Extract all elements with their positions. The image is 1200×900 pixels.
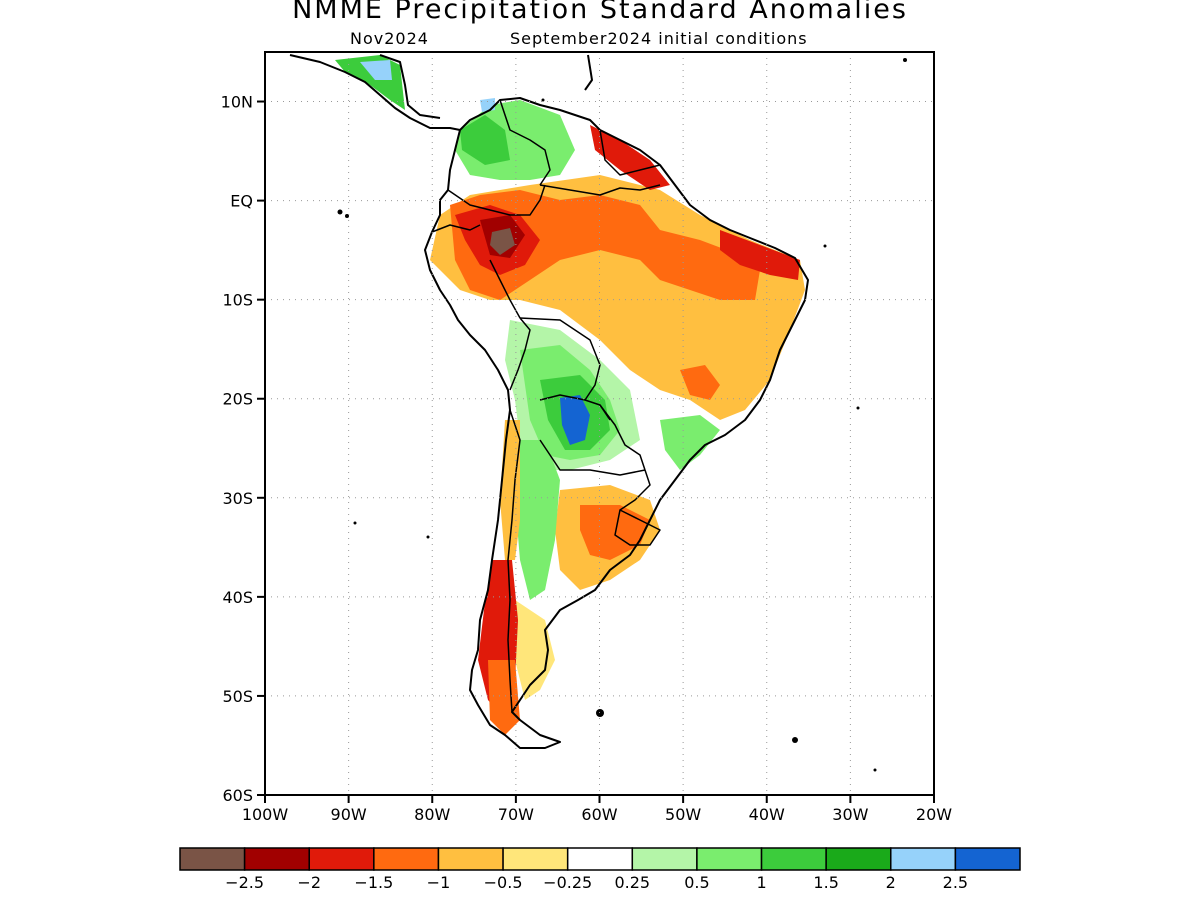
border-colombia-venezuela [499, 99, 551, 186]
colorbar-swatch [825, 847, 892, 871]
lon-tick-label: 20W [916, 805, 952, 824]
sandwich-islands [873, 768, 877, 772]
colorbar-label: −0.25 [543, 873, 592, 892]
colorbar-label: 0.5 [684, 873, 709, 892]
colorbar-label: 0.25 [614, 873, 650, 892]
chile-south-anomaly-orange [488, 660, 520, 735]
paraguay-anomaly-blue [560, 395, 590, 445]
colorbar-label: 2.5 [943, 873, 968, 892]
colorbar-label: −2.5 [225, 873, 264, 892]
amazon-anomaly-orange [450, 190, 760, 300]
lon-tick-label: 50W [665, 805, 701, 824]
lat-tick-label: 30S [222, 489, 253, 508]
coastlines [289, 54, 809, 749]
colorbar-swatch [308, 847, 375, 871]
lat-tick-label: 60S [222, 786, 253, 805]
atlantic-island [856, 406, 860, 410]
border-argentina-chile [507, 409, 521, 713]
lat-tick-label: EQ [230, 192, 253, 211]
argentina-west-anomaly-green [515, 440, 560, 600]
border-peru-brazil [489, 259, 521, 319]
caribbean-island [903, 58, 907, 62]
lon-tick-label: 90W [331, 805, 367, 824]
colorbar-swatch [631, 847, 698, 871]
border-uruguay [614, 509, 661, 546]
colorbar-swatch [179, 847, 246, 871]
border-guianas [599, 129, 661, 176]
map-area [265, 52, 934, 795]
colorbar-swatch [566, 847, 634, 871]
colorbar-swatch [243, 847, 310, 871]
initial-conditions: September2024 initial conditions [510, 29, 808, 48]
central-america-coastline [289, 54, 461, 131]
galapagos-island [345, 214, 349, 218]
south-georgia-island [792, 737, 798, 743]
caribbean-island [541, 98, 545, 102]
central-america-anomaly-lightblue [360, 60, 392, 80]
colombia-anomaly-lightblue [480, 98, 495, 112]
lon-tick-label: 70W [498, 805, 534, 824]
colorbar-swatch [954, 847, 1021, 871]
pacific-island [353, 521, 357, 525]
peru-anomaly-brown [490, 228, 515, 255]
colorbar-label: 2 [886, 873, 896, 892]
south-america-coastline [424, 97, 809, 749]
colorbar-swatch [437, 847, 504, 871]
lat-tick-label: 40S [222, 588, 253, 607]
border-paraguay-brazil [599, 404, 646, 471]
lat-tick-label: 10S [222, 291, 253, 310]
ne-brazil-anomaly-red [720, 230, 800, 280]
lon-tick-label: 40W [749, 805, 785, 824]
colorbar-label: −2 [297, 873, 321, 892]
colorbar-swatch [502, 847, 569, 871]
border-venezuela-brazil [539, 184, 661, 196]
border-bolivia-brazil [519, 317, 601, 401]
colorbar-swatch [696, 847, 763, 871]
galapagos-island [337, 209, 343, 215]
central-america-north-coast [379, 54, 441, 119]
atlantic-island [823, 244, 827, 248]
colorbar-label: −1 [427, 873, 451, 892]
map-title: NMME Precipitation Standard Anomalies [292, 0, 908, 25]
border-argentina-paraguay [539, 439, 646, 476]
patagonia-anomaly-lightorange [515, 600, 555, 700]
colombia-anomaly-darkgreen [460, 115, 510, 165]
colorbar-swatch [373, 847, 440, 871]
colorbar-swatch [760, 847, 827, 871]
forecast-month: Nov2024 [350, 29, 429, 48]
border-ecuador [431, 224, 481, 233]
colorbar-swatch [890, 847, 957, 871]
border-argentina-brazil [619, 469, 651, 511]
colorbar-label: 1.5 [813, 873, 838, 892]
lon-tick-label: 80W [414, 805, 450, 824]
colorbar-label: 1 [756, 873, 766, 892]
lon-tick-label: 30W [832, 805, 868, 824]
colorbar: −2.5 −2 −1.5 −1 −0.5 −0.25 0.25 0.5 1 1.5 2 2.5 [179, 847, 1021, 892]
lat-tick-label: 20S [222, 390, 253, 409]
colorbar-label: −1.5 [354, 873, 393, 892]
country-borders [431, 99, 661, 713]
lat-tick-label: 10N [221, 93, 253, 112]
caribbean-coast [584, 54, 593, 91]
se-brazil-anomaly-green [660, 415, 720, 470]
anomaly-shading [335, 55, 808, 735]
border-peru-bolivia [509, 317, 531, 391]
border-colombia-peru [447, 184, 546, 216]
lon-tick-label: 60W [581, 805, 617, 824]
guiana-anomaly-red [590, 125, 670, 190]
south-brazil-anomaly-orange [680, 365, 720, 400]
juan-fernandez-island [426, 535, 430, 539]
lat-tick-label: 50S [222, 687, 253, 706]
lon-tick-label: 100W [242, 805, 289, 824]
colorbar-label: −0.5 [484, 873, 523, 892]
